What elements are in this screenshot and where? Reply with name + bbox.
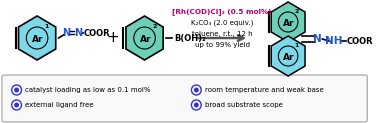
FancyBboxPatch shape — [2, 75, 367, 122]
Circle shape — [191, 100, 201, 110]
Polygon shape — [271, 36, 305, 76]
Text: up to 99% yield: up to 99% yield — [195, 42, 250, 48]
Text: Ar: Ar — [140, 34, 151, 44]
Text: 1: 1 — [295, 43, 299, 48]
Text: Ar: Ar — [284, 53, 295, 62]
Text: NH: NH — [325, 36, 343, 46]
Text: B(OH)₂: B(OH)₂ — [174, 34, 206, 44]
Text: 2: 2 — [152, 24, 156, 29]
Text: broad substrate scope: broad substrate scope — [205, 102, 283, 108]
Circle shape — [12, 85, 22, 95]
Circle shape — [194, 102, 199, 108]
Text: 1: 1 — [45, 24, 49, 29]
Circle shape — [14, 102, 19, 108]
Polygon shape — [126, 16, 163, 60]
Text: K₂CO₃ (2.0 equiv.): K₂CO₃ (2.0 equiv.) — [191, 20, 253, 26]
Polygon shape — [271, 2, 305, 42]
Text: N: N — [62, 28, 70, 38]
Circle shape — [194, 87, 199, 92]
Text: toluene, r.t., 12 h: toluene, r.t., 12 h — [192, 31, 253, 37]
Text: Ar: Ar — [284, 18, 295, 28]
Text: external ligand free: external ligand free — [25, 102, 94, 108]
Text: COOR: COOR — [347, 38, 373, 46]
Text: catalyst loading as low as 0.1 mol%: catalyst loading as low as 0.1 mol% — [25, 87, 151, 93]
Text: 2: 2 — [295, 9, 299, 14]
Circle shape — [12, 100, 22, 110]
Text: N: N — [74, 28, 82, 38]
Circle shape — [191, 85, 201, 95]
Text: room temperature and weak base: room temperature and weak base — [205, 87, 324, 93]
Polygon shape — [19, 16, 56, 60]
Text: Ar: Ar — [33, 34, 44, 44]
Circle shape — [14, 87, 19, 92]
Text: [Rh(COD)Cl]₂ (0.5 mol%): [Rh(COD)Cl]₂ (0.5 mol%) — [172, 8, 272, 15]
Text: COOR: COOR — [84, 30, 111, 38]
Text: +: + — [106, 31, 119, 46]
Text: N: N — [313, 34, 322, 44]
